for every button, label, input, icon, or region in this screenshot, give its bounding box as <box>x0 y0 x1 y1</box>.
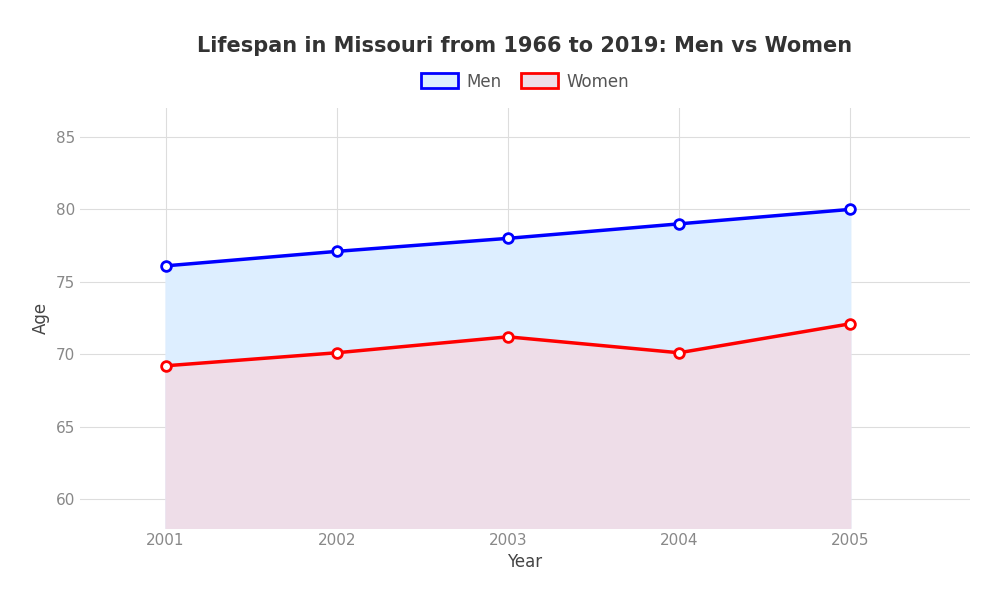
Title: Lifespan in Missouri from 1966 to 2019: Men vs Women: Lifespan in Missouri from 1966 to 2019: … <box>197 37 853 56</box>
Y-axis label: Age: Age <box>32 302 50 334</box>
X-axis label: Year: Year <box>507 553 543 571</box>
Legend: Men, Women: Men, Women <box>414 66 636 97</box>
